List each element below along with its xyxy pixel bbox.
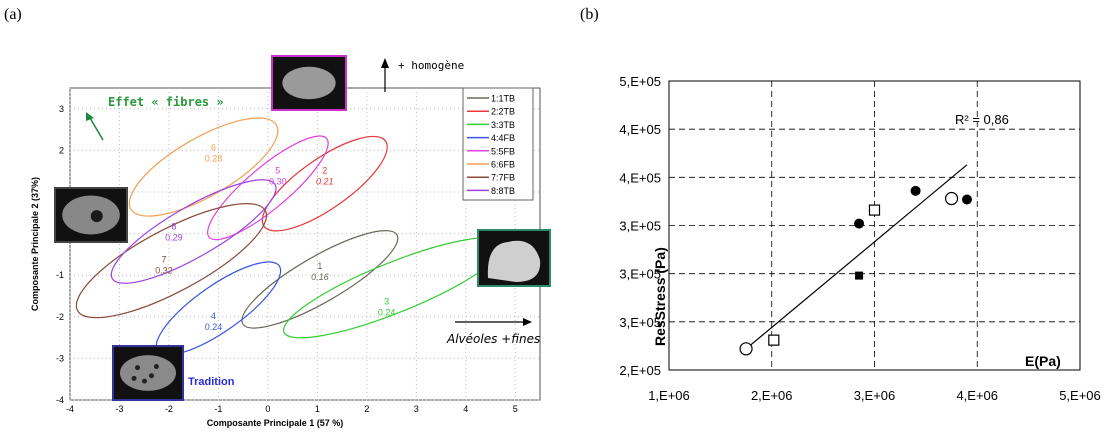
thumbnail-tradition-hole bbox=[149, 373, 154, 379]
x-axis-label: Composante Principale 1 (57 %) bbox=[207, 418, 344, 428]
x-tick-label: 4,E+06 bbox=[956, 388, 998, 403]
y-tick-label: 5,E+05 bbox=[619, 74, 661, 89]
y-tick-label: 4,E+05 bbox=[619, 122, 661, 137]
panel-b-tag: (b) bbox=[580, 6, 599, 23]
legend-entry: 1:1TB bbox=[491, 94, 515, 104]
x-tick-label: 2 bbox=[364, 404, 369, 414]
legend-entry: 8:8TB bbox=[491, 186, 515, 196]
point-open-circle bbox=[739, 342, 753, 356]
legend-entry: 2:2TB bbox=[491, 107, 515, 117]
group-value-7: 0.32 bbox=[155, 266, 173, 276]
x-axis-label: E(Pa) bbox=[1025, 353, 1061, 369]
y-tick-label: 4,E+05 bbox=[619, 170, 661, 185]
x-tick-label: -4 bbox=[66, 404, 74, 414]
point-filled-circle bbox=[961, 194, 972, 205]
x-tick-label: -3 bbox=[115, 404, 123, 414]
alveoles-arrowhead bbox=[523, 318, 532, 326]
x-tick-label: 4 bbox=[463, 404, 468, 414]
x-tick-label: 0 bbox=[265, 404, 270, 414]
y-tick-label: -3 bbox=[56, 353, 64, 363]
stress-chart: 1,E+06 2,E+06 3,E+06 4,E+06 5,E+06 2,E+05 3,E+… bbox=[619, 74, 1100, 403]
ellipse-group-8 bbox=[110, 179, 277, 284]
alveoles-annotation: Alvéoles +fines bbox=[446, 332, 540, 346]
y-tick-label: 2,E+05 bbox=[619, 363, 661, 378]
ellipse-group-6 bbox=[128, 117, 279, 217]
group-value-8: 0.29 bbox=[165, 232, 183, 242]
ellipse-group-5 bbox=[207, 135, 329, 241]
y-axis-label: Composante Principale 2 (37%) bbox=[30, 177, 40, 311]
point-open-square bbox=[868, 204, 881, 216]
legend-box bbox=[462, 87, 534, 201]
group-value-4: 0.24 bbox=[205, 322, 223, 332]
legend-entry: 6:6FB bbox=[491, 160, 515, 170]
homogene-arrowhead bbox=[381, 58, 389, 68]
ellipse-group-7 bbox=[75, 203, 268, 319]
point-filled-circle bbox=[910, 185, 921, 196]
group-value-2: 0.21 bbox=[316, 176, 334, 186]
fibres-annotation: Effet « fibres » bbox=[108, 95, 224, 109]
x-tick-label: 2,E+06 bbox=[751, 388, 793, 403]
thumbnail-fibres-hole bbox=[90, 210, 103, 223]
point-open-circle bbox=[944, 191, 959, 206]
thumbnail-tradition-crumb bbox=[120, 355, 176, 391]
x-tick-label: 3 bbox=[414, 404, 419, 414]
point-filled-circle bbox=[854, 218, 865, 229]
homogene-annotation: + homogène bbox=[398, 59, 464, 72]
x-tick-label: -2 bbox=[165, 404, 173, 414]
group-value-3: 0.24 bbox=[378, 307, 396, 317]
fibres-arrow bbox=[89, 117, 104, 141]
thumbnail-alveoles-crumb bbox=[487, 240, 541, 282]
legend-entry: 3:3TB bbox=[491, 120, 515, 130]
thumbnail-tradition-hole bbox=[153, 364, 159, 370]
group-number-2: 2 bbox=[322, 165, 327, 175]
thumbnail-alveoles bbox=[477, 229, 551, 287]
group-number-8: 8 bbox=[171, 221, 176, 231]
group-number-4: 4 bbox=[211, 311, 216, 321]
thumbnail-tradition-hole bbox=[142, 378, 147, 384]
y-tick-label: 2 bbox=[59, 145, 64, 155]
x-tick-label: -1 bbox=[214, 404, 222, 414]
y-tick-label: 3 bbox=[59, 104, 64, 114]
legend-entry: 5:5FB bbox=[491, 146, 515, 156]
legend-entry: 4:4FB bbox=[491, 133, 515, 143]
x-tick-label: 5 bbox=[513, 404, 518, 414]
thumbnail-tradition bbox=[112, 345, 184, 401]
fibres-arrowhead bbox=[86, 112, 94, 121]
group-number-7: 7 bbox=[161, 255, 166, 265]
y-tick-label: 3,E+05 bbox=[619, 267, 661, 282]
x-tick-label: 1 bbox=[315, 404, 320, 414]
ellipse-group-1 bbox=[241, 230, 399, 329]
group-number-5: 5 bbox=[275, 165, 280, 175]
x-tick-label: 5,E+06 bbox=[1059, 388, 1101, 403]
y-axis-label: ResStress (Pa) bbox=[652, 247, 668, 346]
y-tick-label: 3,E+05 bbox=[619, 315, 661, 330]
x-tick-label: 3,E+06 bbox=[854, 388, 896, 403]
y-tick-label: -4 bbox=[56, 395, 64, 405]
thumbnail-homogene bbox=[271, 55, 347, 111]
group-number-6: 6 bbox=[211, 142, 216, 152]
group-number-3: 3 bbox=[384, 296, 389, 306]
r-squared-label: R² = 0,86 bbox=[955, 112, 1009, 127]
group-number-1: 1 bbox=[317, 261, 322, 271]
y-tick-label: 3,E+05 bbox=[619, 219, 661, 234]
x-tick-label: 1,E+06 bbox=[648, 388, 690, 403]
y-tick-label: -2 bbox=[56, 312, 64, 322]
thumbnail-fibres bbox=[54, 187, 128, 243]
thumbnail-tradition-hole bbox=[131, 375, 137, 381]
panel-a-tag: (a) bbox=[4, 6, 22, 23]
fit-line bbox=[745, 164, 968, 350]
y-tick-label: -1 bbox=[56, 270, 64, 280]
group-value-6: 0.28 bbox=[205, 153, 223, 163]
group-value-5: 0.30 bbox=[269, 176, 287, 186]
group-value-1: 0.16 bbox=[311, 272, 329, 282]
legend-entry: 7:7FB bbox=[491, 173, 515, 183]
plot-frame bbox=[668, 80, 1081, 371]
thumbnail-tradition-hole bbox=[135, 365, 140, 371]
tradition-annotation: Tradition bbox=[188, 376, 235, 388]
thumbnail-homogene-crumb bbox=[282, 66, 336, 100]
point-filled-square bbox=[855, 271, 864, 280]
point-open-square bbox=[768, 334, 780, 346]
